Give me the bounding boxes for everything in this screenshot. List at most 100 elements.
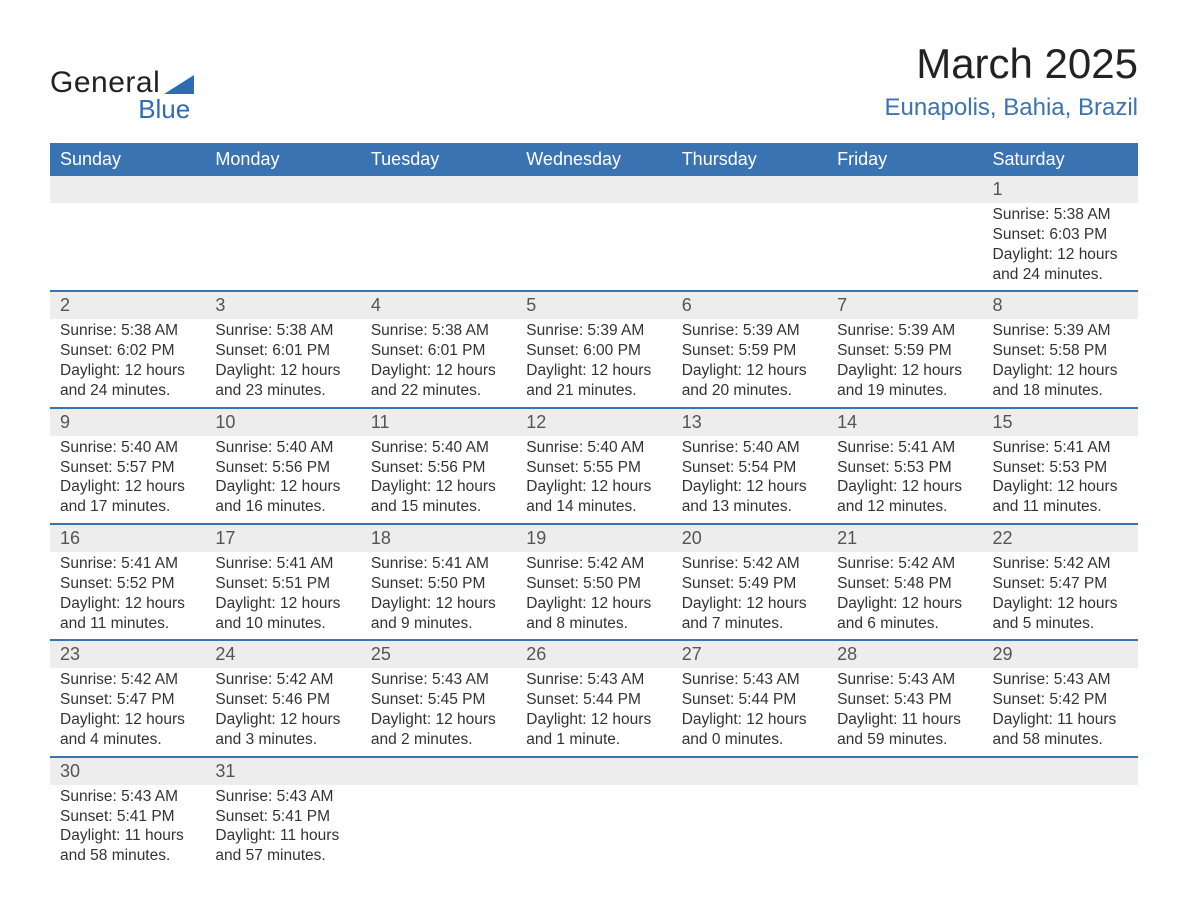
- day-data-cell: Sunrise: 5:40 AMSunset: 5:56 PMDaylight:…: [361, 436, 516, 524]
- day-number-cell: 29: [983, 640, 1138, 668]
- empty-cell: [827, 203, 982, 291]
- day-number: 16: [50, 525, 205, 552]
- day-number-cell: 26: [516, 640, 671, 668]
- day-data-cell: Sunrise: 5:42 AMSunset: 5:48 PMDaylight:…: [827, 552, 982, 640]
- day-data-cell: Sunrise: 5:39 AMSunset: 6:00 PMDaylight:…: [516, 319, 671, 407]
- day-number-cell: 23: [50, 640, 205, 668]
- day-number-cell: 7: [827, 291, 982, 319]
- empty-cell: [516, 757, 671, 785]
- weekday-header: Wednesday: [516, 143, 671, 176]
- day-data-cell: Sunrise: 5:38 AMSunset: 6:02 PMDaylight:…: [50, 319, 205, 407]
- day-data: Sunrise: 5:43 AMSunset: 5:42 PMDaylight:…: [983, 668, 1138, 755]
- daydata-row: Sunrise: 5:38 AMSunset: 6:02 PMDaylight:…: [50, 319, 1138, 407]
- day-data: Sunrise: 5:38 AMSunset: 6:01 PMDaylight:…: [361, 319, 516, 406]
- day-data-cell: Sunrise: 5:42 AMSunset: 5:49 PMDaylight:…: [672, 552, 827, 640]
- empty-cell: [827, 176, 982, 203]
- empty-cell: [361, 176, 516, 203]
- day-number-cell: 16: [50, 524, 205, 552]
- day-data-cell: Sunrise: 5:43 AMSunset: 5:41 PMDaylight:…: [205, 785, 360, 872]
- daydata-row: Sunrise: 5:38 AMSunset: 6:03 PMDaylight:…: [50, 203, 1138, 291]
- day-data: Sunrise: 5:40 AMSunset: 5:54 PMDaylight:…: [672, 436, 827, 523]
- day-number-cell: 25: [361, 640, 516, 668]
- empty-cell: [672, 757, 827, 785]
- day-number: 12: [516, 409, 671, 436]
- day-number-cell: 15: [983, 408, 1138, 436]
- day-number-cell: 6: [672, 291, 827, 319]
- day-data-cell: Sunrise: 5:39 AMSunset: 5:58 PMDaylight:…: [983, 319, 1138, 407]
- day-number: 14: [827, 409, 982, 436]
- day-number-cell: 1: [983, 176, 1138, 203]
- day-number-cell: 3: [205, 291, 360, 319]
- day-number: 27: [672, 641, 827, 668]
- day-number: 20: [672, 525, 827, 552]
- day-data: Sunrise: 5:40 AMSunset: 5:55 PMDaylight:…: [516, 436, 671, 523]
- day-number-cell: 20: [672, 524, 827, 552]
- day-data: Sunrise: 5:39 AMSunset: 5:59 PMDaylight:…: [827, 319, 982, 406]
- day-data: Sunrise: 5:42 AMSunset: 5:47 PMDaylight:…: [983, 552, 1138, 639]
- empty-cell: [516, 176, 671, 203]
- day-data: Sunrise: 5:42 AMSunset: 5:46 PMDaylight:…: [205, 668, 360, 755]
- day-number-cell: 5: [516, 291, 671, 319]
- day-data-cell: Sunrise: 5:40 AMSunset: 5:55 PMDaylight:…: [516, 436, 671, 524]
- day-number-cell: 19: [516, 524, 671, 552]
- day-data-cell: Sunrise: 5:39 AMSunset: 5:59 PMDaylight:…: [672, 319, 827, 407]
- day-number: 9: [50, 409, 205, 436]
- day-number-cell: 18: [361, 524, 516, 552]
- day-data: Sunrise: 5:42 AMSunset: 5:48 PMDaylight:…: [827, 552, 982, 639]
- day-number: 21: [827, 525, 982, 552]
- empty-cell: [827, 757, 982, 785]
- empty-cell: [827, 785, 982, 872]
- day-number-cell: 24: [205, 640, 360, 668]
- day-data-cell: Sunrise: 5:41 AMSunset: 5:51 PMDaylight:…: [205, 552, 360, 640]
- day-data: Sunrise: 5:40 AMSunset: 5:56 PMDaylight:…: [361, 436, 516, 523]
- day-data: Sunrise: 5:43 AMSunset: 5:41 PMDaylight:…: [205, 785, 360, 872]
- day-data: Sunrise: 5:38 AMSunset: 6:03 PMDaylight:…: [983, 203, 1138, 290]
- empty-cell: [672, 176, 827, 203]
- day-data: Sunrise: 5:41 AMSunset: 5:52 PMDaylight:…: [50, 552, 205, 639]
- calendar-table: SundayMondayTuesdayWednesdayThursdayFrid…: [50, 143, 1138, 872]
- day-number-cell: 9: [50, 408, 205, 436]
- day-data: Sunrise: 5:42 AMSunset: 5:50 PMDaylight:…: [516, 552, 671, 639]
- day-data-cell: Sunrise: 5:42 AMSunset: 5:50 PMDaylight:…: [516, 552, 671, 640]
- day-data: Sunrise: 5:43 AMSunset: 5:44 PMDaylight:…: [672, 668, 827, 755]
- day-number: 25: [361, 641, 516, 668]
- day-data: Sunrise: 5:43 AMSunset: 5:44 PMDaylight:…: [516, 668, 671, 755]
- day-number-cell: 31: [205, 757, 360, 785]
- title-block: March 2025 Eunapolis, Bahia, Brazil: [885, 40, 1138, 122]
- day-data-cell: Sunrise: 5:42 AMSunset: 5:47 PMDaylight:…: [983, 552, 1138, 640]
- day-data: Sunrise: 5:41 AMSunset: 5:51 PMDaylight:…: [205, 552, 360, 639]
- weekday-header: Friday: [827, 143, 982, 176]
- daydata-row: Sunrise: 5:40 AMSunset: 5:57 PMDaylight:…: [50, 436, 1138, 524]
- day-number: 7: [827, 292, 982, 319]
- day-data-cell: Sunrise: 5:38 AMSunset: 6:01 PMDaylight:…: [361, 319, 516, 407]
- day-data-cell: Sunrise: 5:41 AMSunset: 5:50 PMDaylight:…: [361, 552, 516, 640]
- day-data: Sunrise: 5:42 AMSunset: 5:47 PMDaylight:…: [50, 668, 205, 755]
- day-number: 30: [50, 758, 205, 785]
- day-data-cell: Sunrise: 5:43 AMSunset: 5:45 PMDaylight:…: [361, 668, 516, 756]
- day-data: Sunrise: 5:39 AMSunset: 5:58 PMDaylight:…: [983, 319, 1138, 406]
- day-number-cell: 28: [827, 640, 982, 668]
- day-data-cell: Sunrise: 5:43 AMSunset: 5:44 PMDaylight:…: [672, 668, 827, 756]
- daydata-row: Sunrise: 5:42 AMSunset: 5:47 PMDaylight:…: [50, 668, 1138, 756]
- day-number-cell: 10: [205, 408, 360, 436]
- daynum-row: 2345678: [50, 291, 1138, 319]
- day-data-cell: Sunrise: 5:41 AMSunset: 5:52 PMDaylight:…: [50, 552, 205, 640]
- daynum-row: 1: [50, 176, 1138, 203]
- day-number: 6: [672, 292, 827, 319]
- weekday-header: Tuesday: [361, 143, 516, 176]
- day-number: 22: [983, 525, 1138, 552]
- day-number: 8: [983, 292, 1138, 319]
- day-number: 19: [516, 525, 671, 552]
- day-data-cell: Sunrise: 5:42 AMSunset: 5:46 PMDaylight:…: [205, 668, 360, 756]
- empty-cell: [983, 785, 1138, 872]
- day-number: 13: [672, 409, 827, 436]
- day-data-cell: Sunrise: 5:43 AMSunset: 5:44 PMDaylight:…: [516, 668, 671, 756]
- day-data-cell: Sunrise: 5:43 AMSunset: 5:41 PMDaylight:…: [50, 785, 205, 872]
- day-data-cell: Sunrise: 5:40 AMSunset: 5:56 PMDaylight:…: [205, 436, 360, 524]
- brand-word2: Blue: [138, 94, 194, 125]
- day-data: Sunrise: 5:41 AMSunset: 5:53 PMDaylight:…: [827, 436, 982, 523]
- day-number: 5: [516, 292, 671, 319]
- day-number: 15: [983, 409, 1138, 436]
- day-number-cell: 17: [205, 524, 360, 552]
- day-number-cell: 4: [361, 291, 516, 319]
